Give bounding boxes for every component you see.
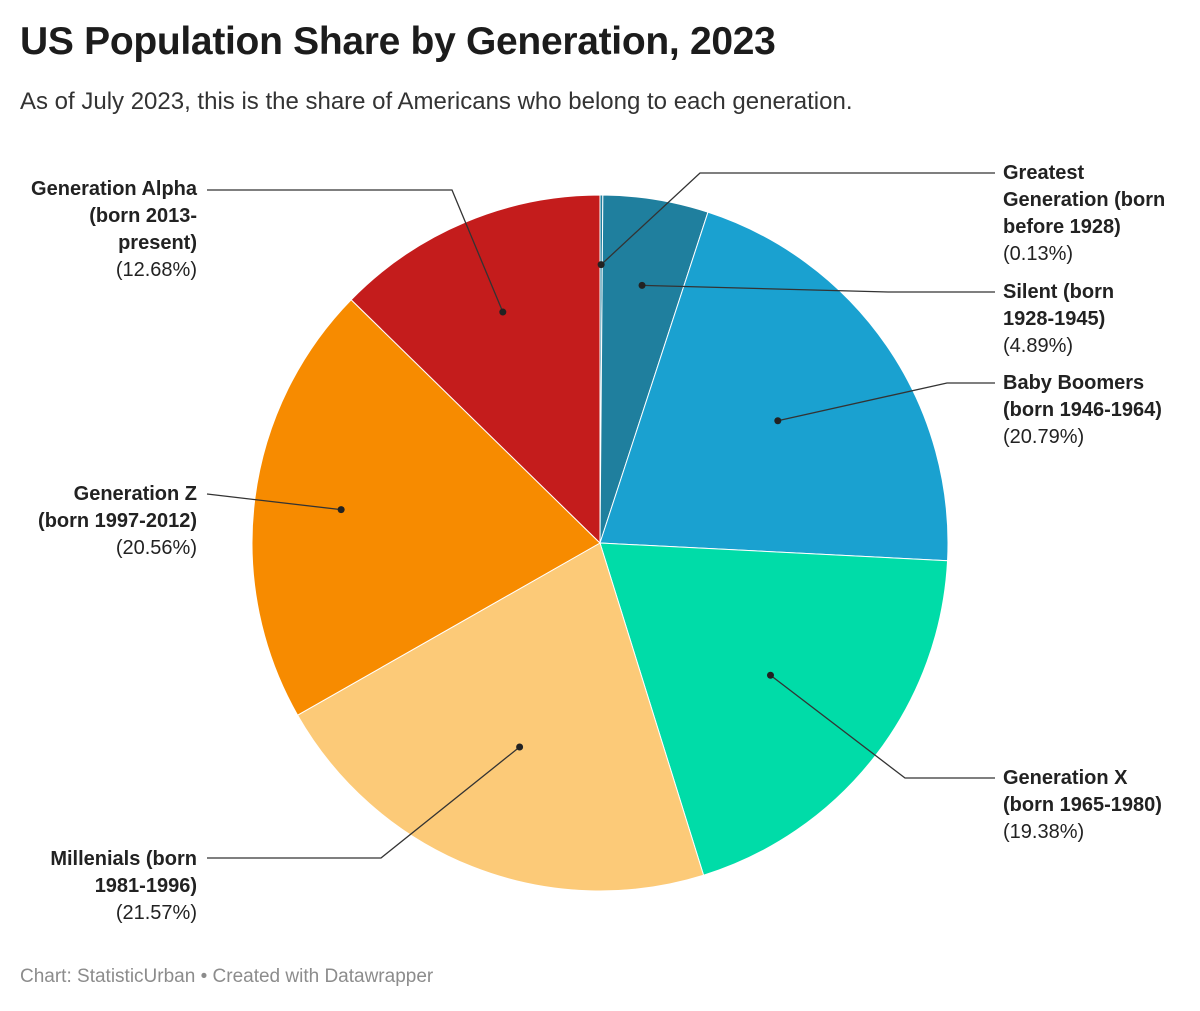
leader-dot-silent [638, 281, 646, 289]
leader-line-baby-boomers [777, 382, 995, 422]
leader-line-generation-alpha [207, 189, 504, 313]
label-text: Millenials (born 1981-1996) [50, 848, 197, 897]
label-generation-z: Generation Z (born 1997-2012) (20.56%) [21, 481, 197, 562]
label-text: Silent (born 1928-1945) [1003, 281, 1115, 330]
label-millenials: Millenials (born 1981-1996) (21.57%) [6, 846, 197, 927]
label-generation-x: Generation X (born 1965-1980) (19.38%) [1003, 765, 1178, 846]
footer-source: Chart: StatisticUrban [20, 966, 196, 987]
label-silent: Silent (born 1928-1945) (4.89%) [1003, 279, 1153, 360]
footer-credit: Created with Datawrapper [212, 966, 434, 987]
leader-line-generation-x [770, 674, 995, 779]
leader-line-greatest-generation [600, 172, 995, 266]
label-pct: (20.56%) [115, 537, 197, 559]
pie-slice-generation-z [251, 299, 601, 716]
label-pct: (0.13%) [1003, 243, 1074, 265]
label-greatest-generation: Greatest Generation (born before 1928) (… [1003, 160, 1193, 268]
leader-dot-baby-boomers [774, 417, 782, 425]
label-text: Baby Boomers (born 1946-1964) [1003, 372, 1162, 421]
chart-subtitle: As of July 2023, this is the share of Am… [20, 88, 853, 115]
pie-slice-millenials [296, 542, 705, 892]
leader-dot-generation-x [766, 671, 774, 679]
label-baby-boomers: Baby Boomers (born 1946-1964) (20.79%) [1003, 370, 1178, 451]
chart-footer: Chart: StatisticUrban • Created with Dat… [20, 966, 433, 988]
chart-title: US Population Share by Generation, 2023 [20, 20, 776, 63]
label-pct: (20.79%) [1003, 426, 1085, 448]
leader-dot-millenials [516, 743, 524, 751]
label-text: Generation Z (born 1997-2012) [38, 483, 197, 532]
leader-dot-generation-alpha [499, 308, 507, 316]
leader-dot-generation-z [337, 506, 345, 514]
leader-dot-greatest-generation [597, 261, 605, 269]
label-text: Generation X (born 1965-1980) [1003, 767, 1162, 816]
label-pct: (21.57%) [115, 902, 197, 924]
pie-slice-baby-boomers [599, 211, 949, 562]
label-text: Generation Alpha (born 2013-present) [31, 178, 197, 254]
label-pct: (4.89%) [1003, 335, 1074, 357]
label-text: Greatest Generation (born before 1928) [1003, 162, 1166, 238]
footer-separator: • [200, 966, 208, 987]
pie-slice-generation-x [599, 542, 949, 876]
label-pct: (19.38%) [1003, 821, 1085, 843]
leader-line-millenials [207, 746, 521, 859]
leader-line-generation-z [206, 493, 342, 511]
label-pct: (12.68%) [115, 259, 197, 281]
label-generation-alpha: Generation Alpha (born 2013-present) (12… [21, 176, 197, 284]
leader-line-silent [642, 284, 995, 293]
